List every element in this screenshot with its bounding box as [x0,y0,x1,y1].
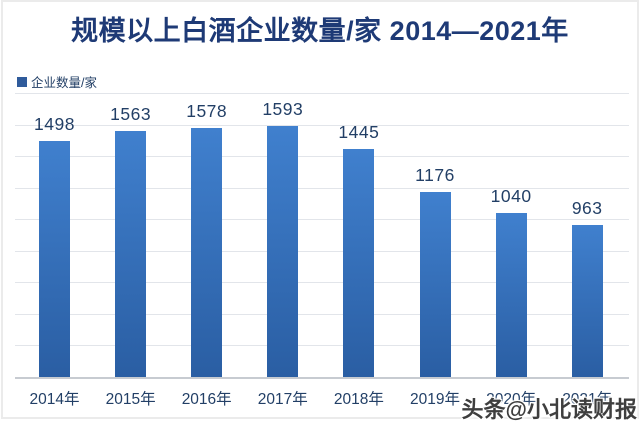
gridline [15,250,629,252]
bar-value-label: 1593 [262,99,304,119]
bar-value-label: 1040 [490,186,532,207]
bar-value-label: 963 [571,198,603,219]
bar-2016年 [191,128,223,377]
chart-title: 规模以上白酒企业数量/家 2014—2021年 [71,16,569,46]
bar-2021年 [571,225,603,377]
gridline [15,282,629,284]
gridline [15,313,629,315]
gridline [15,156,629,158]
bar-value-label: 1445 [338,122,380,143]
bar-2017年 [267,126,299,377]
x-axis-label: 2017年 [257,391,308,408]
bar-2019年 [419,191,451,377]
legend: 企业数量/家 [17,72,97,91]
x-axis-label: 2014年 [29,391,80,408]
x-axis-label: 2018年 [333,391,384,408]
bar-2015年 [115,130,147,377]
x-axis-label: 2021年 [562,391,613,408]
gridline [15,219,629,221]
bar-value-label: 1578 [186,101,228,122]
gridline [15,345,629,347]
gridline [15,124,629,126]
x-axis-line [15,377,629,379]
x-axis-label: 2016年 [181,391,232,408]
x-axis-label: 2015年 [105,391,156,408]
bar-value-label: 1176 [415,164,455,185]
bar-2020年 [495,213,527,377]
bar-value-label: 1563 [110,103,152,124]
legend-square-icon [17,76,27,87]
gridline [15,187,629,189]
bar-value-label: 1498 [34,113,75,134]
x-axis-label: 2019年 [410,391,460,408]
x-axis-label: 2020年 [486,391,537,408]
watermark: 头条@小北读财报 [461,397,637,422]
gridline [15,93,629,95]
legend-label: 企业数量/家 [31,76,97,90]
bar-2018年 [343,149,375,377]
bar-2014年 [39,140,70,377]
